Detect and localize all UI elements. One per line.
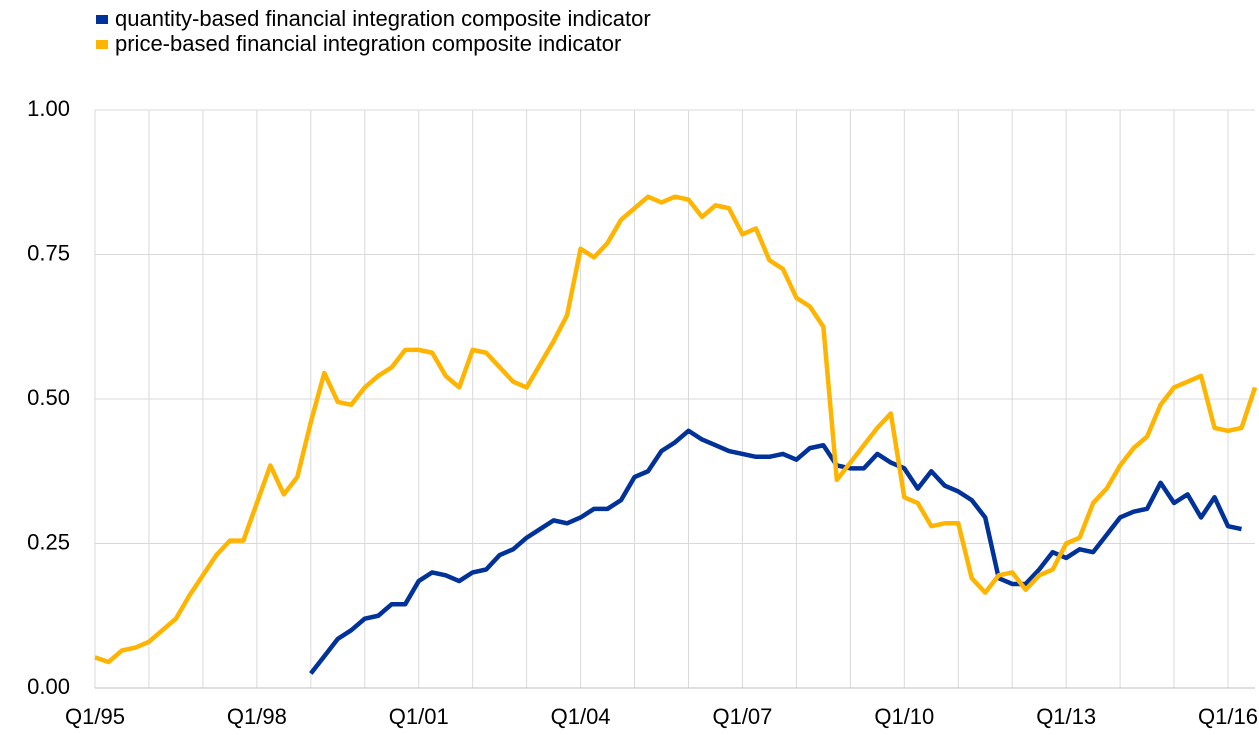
x-tick-label: Q1/13 [1036, 704, 1096, 729]
x-tick-label: Q1/04 [551, 704, 611, 729]
legend-label: quantity-based financial integration com… [115, 6, 651, 31]
series-line [309, 428, 1242, 675]
legend-swatch [96, 40, 108, 49]
x-tick-label: Q1/95 [65, 704, 125, 729]
legend-label: price-based financial integration compos… [115, 31, 621, 56]
x-tick-label: Q1/07 [712, 704, 772, 729]
y-tick-label: 0.00 [27, 674, 70, 699]
legend-swatch [96, 15, 108, 24]
y-tick-label: 0.75 [27, 240, 70, 265]
y-tick-label: 0.25 [27, 529, 70, 554]
series-line [94, 194, 1258, 665]
x-tick-label: Q1/10 [874, 704, 934, 729]
x-tick-label: Q1/16 [1198, 704, 1258, 729]
y-tick-label: 0.50 [27, 385, 70, 410]
x-tick-label: Q1/01 [389, 704, 449, 729]
x-tick-label: Q1/98 [227, 704, 287, 729]
y-tick-label: 1.00 [27, 96, 70, 121]
